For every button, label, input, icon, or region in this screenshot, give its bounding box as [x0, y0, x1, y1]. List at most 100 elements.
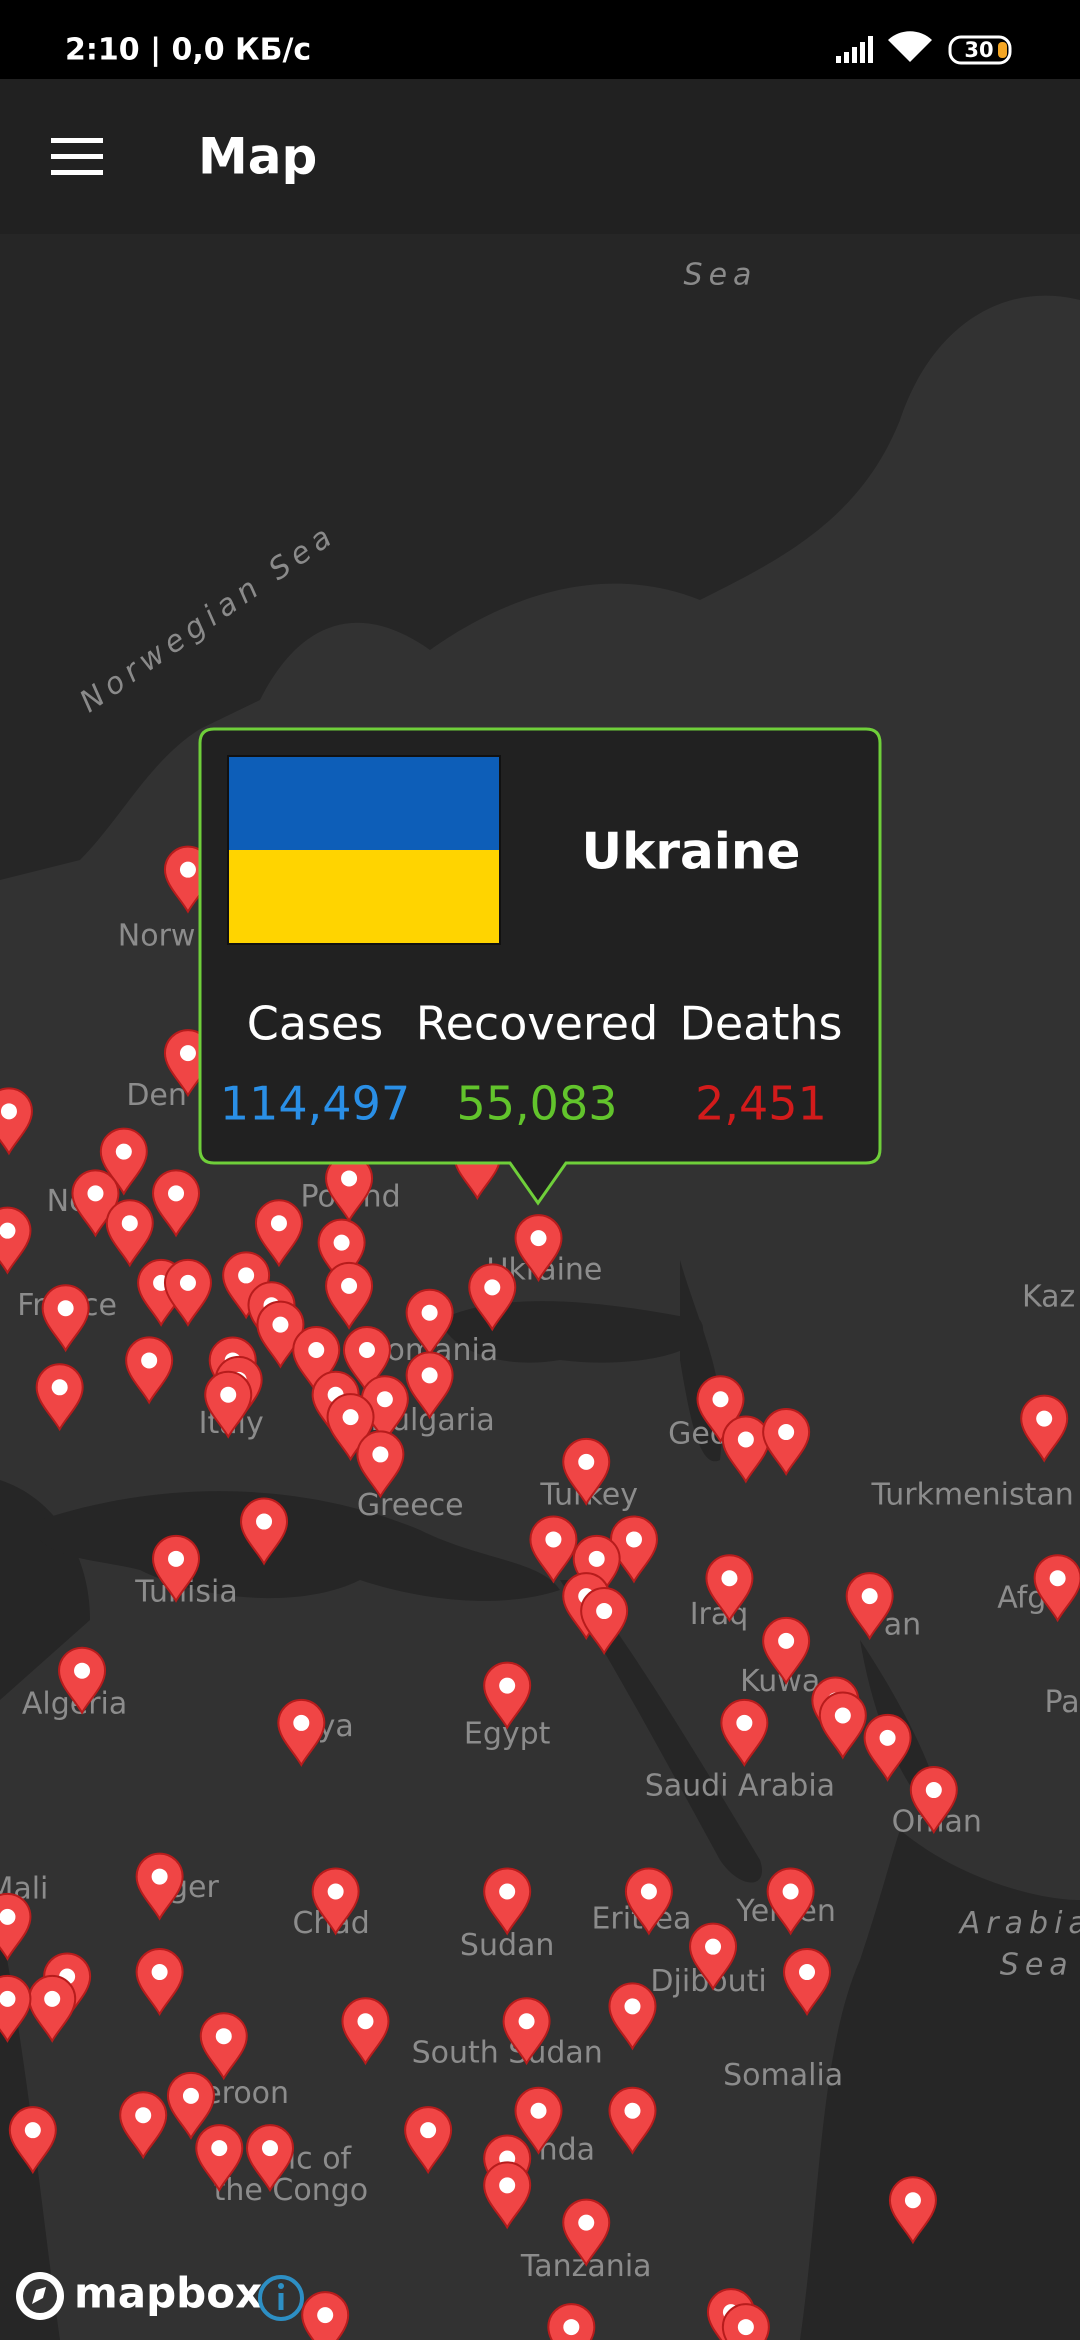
pin-dot[interactable]: [640, 1883, 657, 1900]
pin-body[interactable]: [514, 2086, 563, 2155]
map-pin[interactable]: [301, 2291, 350, 2340]
map-pin[interactable]: [204, 1370, 253, 1439]
map-pin[interactable]: [696, 1375, 745, 1444]
pin-body[interactable]: [163, 1258, 212, 1327]
pin-body[interactable]: [705, 1554, 754, 1623]
pin-body[interactable]: [341, 1997, 390, 2066]
map-pin[interactable]: [8, 2106, 57, 2175]
pin-dot[interactable]: [1049, 1570, 1066, 1587]
map-pin[interactable]: [0, 1974, 32, 2043]
pin-dot[interactable]: [737, 2319, 754, 2336]
pin-dot[interactable]: [778, 1424, 795, 1441]
map-pin[interactable]: [240, 1497, 289, 1566]
pin-dot[interactable]: [421, 1304, 438, 1321]
map-pin[interactable]: [152, 1169, 201, 1238]
pin-body[interactable]: [405, 1288, 454, 1357]
map-pin[interactable]: [195, 2124, 244, 2193]
pin-body[interactable]: [58, 1646, 107, 1715]
map-pin[interactable]: [292, 1326, 341, 1395]
pin-body[interactable]: [483, 2161, 532, 2230]
pin-dot[interactable]: [624, 2102, 641, 2119]
pin-dot[interactable]: [0, 1103, 17, 1120]
pin-dot[interactable]: [220, 1386, 237, 1403]
map-pin[interactable]: [125, 1336, 174, 1405]
pin-body[interactable]: [356, 1430, 405, 1499]
pin-dot[interactable]: [317, 2307, 334, 2324]
pin-body[interactable]: [41, 1284, 90, 1353]
pin-body[interactable]: [483, 1661, 532, 1730]
map-pin[interactable]: [483, 2161, 532, 2230]
pin-dot[interactable]: [151, 1868, 168, 1885]
map-pin[interactable]: [152, 1534, 201, 1603]
map-pin[interactable]: [572, 1534, 621, 1603]
pin-dot[interactable]: [151, 1964, 168, 1981]
pin-dot[interactable]: [211, 2140, 228, 2157]
map-pin[interactable]: [325, 1154, 374, 1223]
pin-body[interactable]: [135, 1852, 184, 1921]
pin-dot[interactable]: [782, 1883, 799, 1900]
pin-body[interactable]: [483, 1867, 532, 1936]
pin-dot[interactable]: [135, 2107, 152, 2124]
pin-dot[interactable]: [420, 2122, 437, 2139]
pin-dot[interactable]: [74, 1662, 91, 1679]
pin-dot[interactable]: [578, 1453, 595, 1470]
map-pin[interactable]: [562, 2198, 611, 2267]
pin-dot[interactable]: [0, 1990, 16, 2007]
map-pin[interactable]: [0, 1087, 33, 1156]
pin-dot[interactable]: [215, 2028, 232, 2045]
pin-dot[interactable]: [24, 2122, 41, 2139]
pin-body[interactable]: [562, 1437, 611, 1506]
map-pin[interactable]: [277, 1699, 326, 1767]
map-pin[interactable]: [0, 1206, 32, 1275]
map-pin[interactable]: [1020, 1394, 1069, 1463]
map-pin[interactable]: [547, 2303, 596, 2340]
pin-dot[interactable]: [0, 1222, 16, 1239]
map-pin[interactable]: [135, 1852, 184, 1921]
pin-body[interactable]: [818, 1691, 867, 1760]
pin-dot[interactable]: [499, 1883, 516, 1900]
map-pin[interactable]: [514, 2086, 563, 2155]
map-pin[interactable]: [199, 2012, 248, 2081]
pin-dot[interactable]: [256, 1513, 273, 1530]
pin-dot[interactable]: [141, 1352, 158, 1369]
map-pin[interactable]: [163, 1258, 212, 1327]
pin-dot[interactable]: [421, 1367, 438, 1384]
pin-dot[interactable]: [518, 2013, 535, 2030]
map-pin[interactable]: [909, 1766, 958, 1835]
map-pin[interactable]: [502, 1997, 551, 2066]
pin-body[interactable]: [783, 1948, 832, 2017]
pin-dot[interactable]: [341, 1170, 358, 1187]
pin-dot[interactable]: [293, 1714, 310, 1731]
pin-dot[interactable]: [272, 1316, 289, 1333]
map-pin[interactable]: [35, 1363, 84, 1432]
pin-body[interactable]: [762, 1408, 811, 1477]
pin-dot[interactable]: [578, 2214, 595, 2231]
pin-body[interactable]: [502, 1997, 551, 2066]
pin-dot[interactable]: [327, 1883, 344, 1900]
pin-body[interactable]: [342, 1326, 391, 1395]
map-pin[interactable]: [326, 1393, 375, 1462]
map-pin[interactable]: [405, 1351, 454, 1420]
pin-body[interactable]: [317, 1218, 366, 1287]
map-pin[interactable]: [580, 1587, 629, 1656]
pin-body[interactable]: [404, 2106, 453, 2175]
map-pin[interactable]: [721, 2303, 770, 2340]
pin-body[interactable]: [909, 1766, 958, 1835]
map-pin[interactable]: [245, 2124, 295, 2193]
pin-dot[interactable]: [563, 2319, 580, 2336]
pin-dot[interactable]: [925, 1782, 942, 1799]
map-pin[interactable]: [888, 2176, 937, 2245]
pin-body[interactable]: [762, 1616, 811, 1685]
map-pin[interactable]: [845, 1572, 894, 1641]
pin-dot[interactable]: [736, 1714, 753, 1731]
pin-body[interactable]: [28, 1974, 77, 2043]
menu-button[interactable]: [51, 138, 103, 175]
pin-body[interactable]: [888, 2176, 937, 2245]
pin-body[interactable]: [325, 1261, 374, 1330]
map-pin[interactable]: [863, 1713, 912, 1782]
map-pin[interactable]: [166, 2071, 215, 2140]
map-pin[interactable]: [135, 1948, 184, 2017]
map-pin[interactable]: [342, 1326, 391, 1395]
map-pin[interactable]: [0, 1892, 32, 1961]
map-pin[interactable]: [608, 1982, 657, 2051]
